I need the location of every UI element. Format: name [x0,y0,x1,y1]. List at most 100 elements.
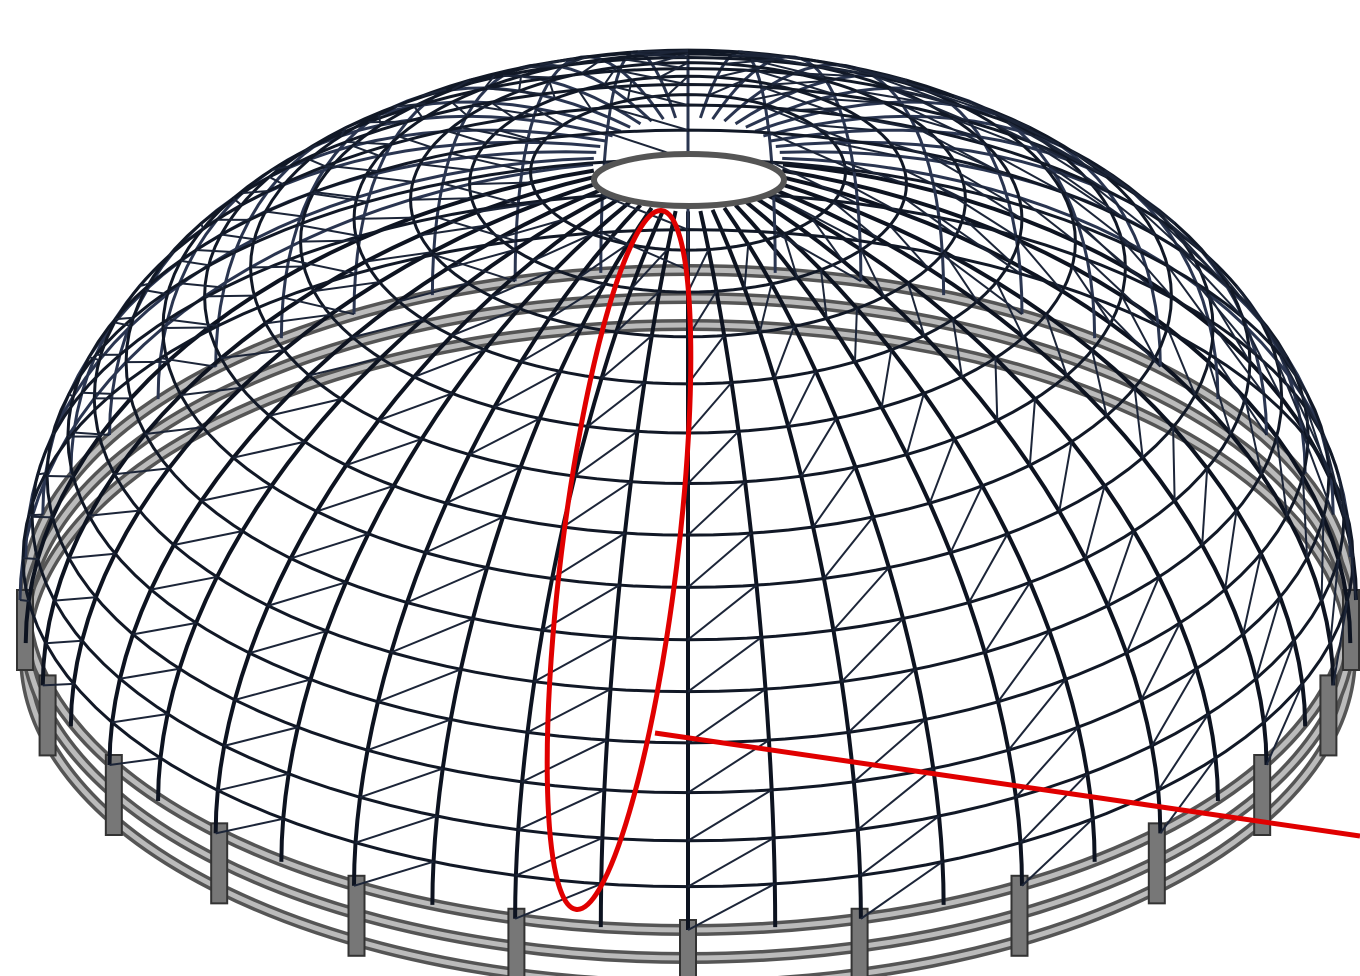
brace [914,126,999,173]
brace [687,249,710,293]
brace [888,87,970,123]
brace [476,155,533,164]
brace [1048,164,1128,221]
brace [1058,441,1073,512]
brace [860,860,944,920]
brace [1301,476,1309,559]
brace [265,313,331,325]
brace [587,381,646,428]
brace [308,158,331,170]
brace [1262,640,1295,723]
post [1319,674,1338,757]
highlight-ellipse [544,208,694,912]
dome-frame [18,48,1358,931]
brace [716,66,761,79]
brace [486,87,543,95]
brace [271,164,291,172]
brace [242,189,269,195]
brace [533,233,593,262]
brace [51,432,56,436]
brace [857,767,934,831]
purlin [529,93,847,252]
brace [377,668,462,703]
brace [1045,167,1112,213]
brace [907,115,978,138]
brace [758,283,773,333]
brace [743,244,750,289]
brace [460,126,528,142]
brace [145,426,204,435]
brace [502,74,553,79]
rib [754,195,1163,834]
brace [1172,427,1176,501]
brace [359,767,444,799]
brace [600,231,689,271]
brace [451,101,469,118]
brace [968,533,1009,604]
brace [410,197,472,201]
brace [832,201,878,239]
post [1253,754,1272,836]
brace [1265,683,1304,766]
brace [724,58,775,65]
brace [114,467,169,476]
brace [819,269,828,319]
brace [1275,436,1289,516]
brace [1029,141,1109,192]
brace [1214,357,1268,436]
brace [406,566,488,604]
brace [398,282,469,303]
brace [773,326,796,379]
brace [962,181,1023,220]
brace [687,532,752,589]
brace [820,97,885,104]
brace [119,667,180,680]
brace [1133,387,1144,458]
brace [708,79,745,97]
brace [812,124,878,132]
brace [520,64,563,69]
brace [355,815,438,844]
brace [1242,553,1262,635]
brace [354,216,413,220]
brace [300,239,357,243]
brace [419,163,472,172]
brace [687,584,758,641]
brace [451,307,520,337]
post [38,674,57,757]
brace [603,66,618,86]
brace [73,431,110,436]
brace [905,393,925,455]
brace [168,250,175,257]
brace [1140,622,1181,701]
rib [762,191,1220,801]
brace [88,356,100,362]
brace [520,325,583,363]
brace [996,154,1063,193]
brace [843,181,900,213]
brace [687,335,726,385]
brace [984,581,1031,653]
brace [345,140,392,146]
brace [269,398,342,417]
brace [250,265,304,269]
brace [771,161,859,205]
brace [687,837,775,888]
brace [800,417,838,477]
brace [761,85,843,116]
brace [731,54,789,58]
brace [1166,327,1197,396]
brace [476,201,543,214]
brace [352,144,380,157]
brace [447,130,487,144]
brace [1332,600,1349,686]
brace [180,386,242,397]
brace [1158,219,1226,284]
brace [843,161,907,186]
brace [37,472,46,476]
brace [390,617,474,654]
post [1147,822,1166,905]
brace [856,90,925,104]
brace [313,281,380,293]
brace [903,197,957,237]
